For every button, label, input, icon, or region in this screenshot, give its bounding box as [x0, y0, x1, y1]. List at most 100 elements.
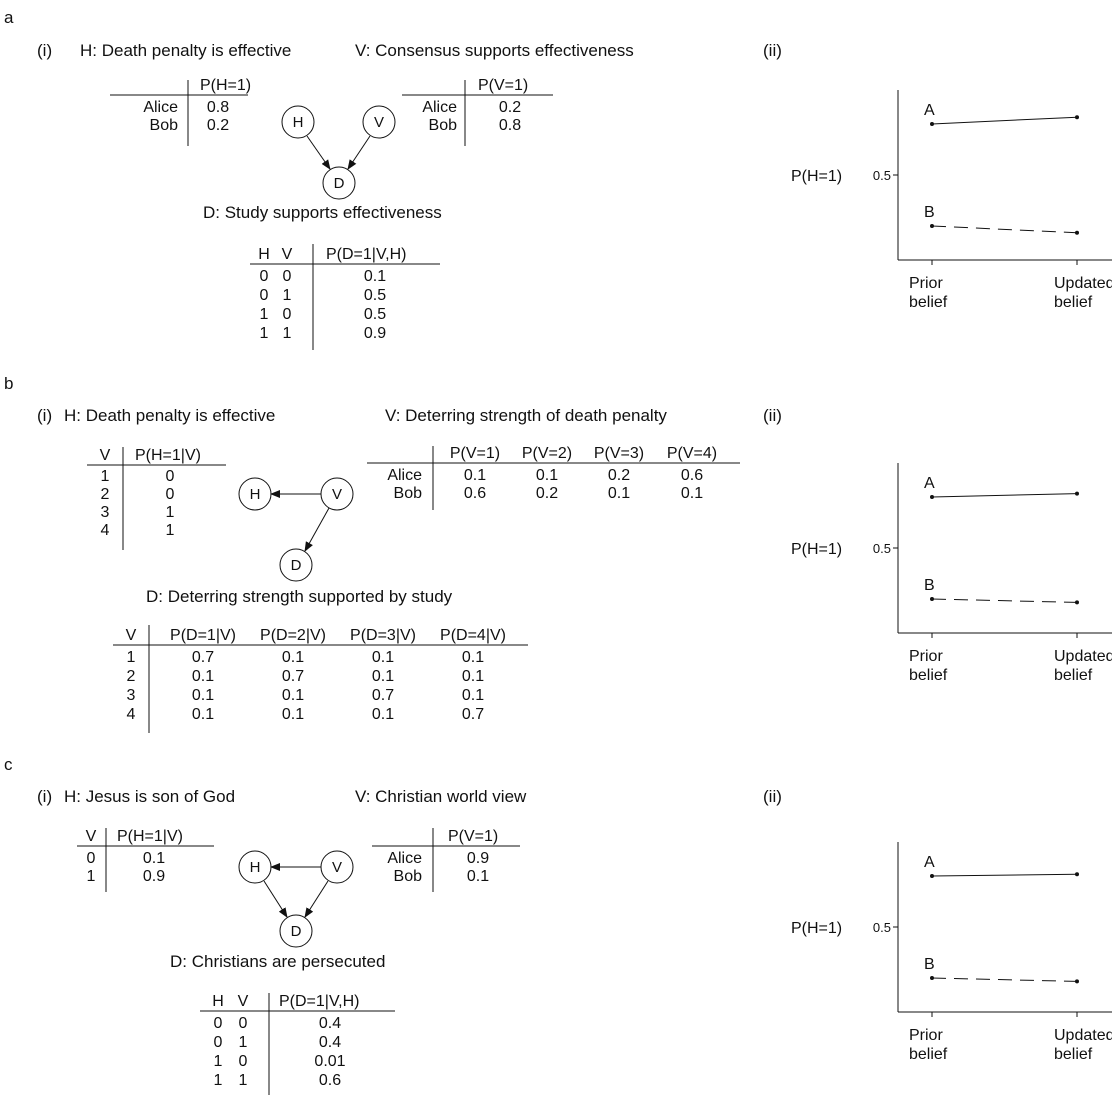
- network-graph: H V D: [281, 105, 396, 200]
- d-variable-title: D: Study supports effectiveness: [203, 203, 442, 222]
- x-tick-label: belief: [909, 667, 948, 684]
- table-cell: 2: [127, 668, 136, 685]
- table-cell: 0.1: [282, 649, 304, 666]
- table-cell: 3: [101, 504, 110, 521]
- table-cell: 1: [239, 1034, 248, 1051]
- table-cell: 0.5: [364, 306, 386, 323]
- series-line-a: [931, 873, 1078, 877]
- table-cell: 0.01: [314, 1053, 345, 1070]
- data-point: [930, 874, 934, 878]
- table-header: P(D=1|V): [170, 627, 236, 644]
- table-cell: 0: [214, 1015, 223, 1032]
- y-tick-label: 0.5: [873, 541, 891, 556]
- table-cell: 0: [239, 1053, 248, 1070]
- data-point: [930, 495, 934, 499]
- table-header: P(V=1): [448, 828, 498, 845]
- x-tick-label: Prior: [909, 648, 943, 665]
- data-point: [930, 976, 934, 980]
- table-cell: 1: [260, 306, 269, 323]
- table-cell: Alice: [143, 99, 178, 116]
- table-cell: 0: [260, 287, 269, 304]
- node-v: [362, 105, 396, 139]
- table-cell: 0.2: [536, 485, 558, 502]
- series-label: B: [924, 956, 935, 973]
- table-cell: 1: [166, 522, 175, 539]
- x-tick-label: belief: [909, 1046, 948, 1063]
- table-cell: 0.1: [282, 706, 304, 723]
- panel-a: a (i) H: Death penalty is effective V: C…: [4, 8, 782, 350]
- h-prior-table: P(H=1) Alice 0.8 Bob 0.2: [110, 77, 251, 146]
- table-cell: 1: [214, 1053, 223, 1070]
- table-cell: 0.1: [464, 467, 486, 484]
- panel-letter: b: [4, 374, 13, 393]
- h-variable-title: H: Death penalty is effective: [64, 406, 275, 425]
- v-prior-table: P(V=1) Alice 0.9 Bob 0.1: [372, 828, 520, 892]
- y-tick-label: 0.5: [873, 168, 891, 183]
- edge-v-to-d: [304, 880, 329, 918]
- table-header: H: [258, 246, 270, 263]
- subpanel-label-i: (i): [37, 406, 52, 425]
- table-cell: Alice: [387, 850, 422, 867]
- table-cell: Bob: [429, 117, 458, 134]
- table-cell: 0.6: [319, 1072, 341, 1089]
- v-prior-table: P(V=1) P(V=2) P(V=3) P(V=4) Alice 0.1 0.…: [367, 445, 740, 510]
- table-cell: 0.9: [467, 850, 489, 867]
- table-header: V: [238, 993, 249, 1010]
- table-cell: 0.1: [608, 485, 630, 502]
- table-cell: 0.1: [372, 649, 394, 666]
- data-point: [930, 122, 934, 126]
- table-header: P(V=3): [594, 445, 644, 462]
- table-cell: 1: [101, 468, 110, 485]
- data-point: [930, 224, 934, 228]
- table-cell: 0.1: [192, 668, 214, 685]
- x-tick-label: belief: [1054, 294, 1093, 311]
- table-header: P(V=4): [667, 445, 717, 462]
- data-point: [1075, 230, 1079, 235]
- table-cell: 1: [214, 1072, 223, 1089]
- table-cell: 0: [283, 268, 292, 285]
- x-tick-label: Prior: [909, 275, 943, 292]
- d-variable-title: D: Christians are persecuted: [170, 952, 385, 971]
- table-cell: 0.5: [364, 287, 386, 304]
- node-h: [281, 105, 315, 139]
- network-graph: H V D: [238, 850, 354, 948]
- table-cell: 0: [214, 1034, 223, 1051]
- series-line-a: [931, 116, 1078, 125]
- table-cell: 0.6: [464, 485, 486, 502]
- table-cell: 0.1: [143, 850, 165, 867]
- table-header: P(V=1): [478, 77, 528, 94]
- d-conditional-table: H V P(D=1|V,H) 0 0 0.1 0 1 0.5 1 0 0.5 1…: [250, 244, 440, 350]
- table-header: P(H=1): [200, 77, 251, 94]
- data-point: [1075, 872, 1079, 877]
- table-header: P(H=1|V): [117, 828, 183, 845]
- table-cell: 0: [87, 850, 96, 867]
- node-v-label: V: [332, 486, 342, 503]
- table-cell: 0.4: [319, 1015, 341, 1032]
- table-cell: 1: [127, 649, 136, 666]
- table-header: P(H=1|V): [135, 447, 201, 464]
- data-point: [1075, 600, 1079, 605]
- series-label: B: [924, 204, 935, 221]
- series-line-b: [931, 977, 1078, 982]
- table-header: P(D=4|V): [440, 627, 506, 644]
- panel-letter: c: [4, 755, 13, 774]
- table-header: P(V=1): [450, 445, 500, 462]
- x-tick-label: belief: [1054, 667, 1093, 684]
- table-cell: 4: [127, 706, 136, 723]
- series-label: A: [924, 854, 935, 871]
- table-cell: 0.7: [192, 649, 214, 666]
- table-cell: 1: [260, 325, 269, 342]
- table-cell: 0.1: [192, 687, 214, 704]
- table-header: V: [100, 447, 111, 464]
- h-variable-title: H: Jesus is son of God: [64, 787, 235, 806]
- table-cell: 2: [101, 486, 110, 503]
- d-conditional-table: H V P(D=1|V,H) 0 0 0.4 0 1 0.4 1 0 0.01 …: [200, 993, 395, 1095]
- table-cell: Alice: [422, 99, 457, 116]
- d-conditional-table: V P(D=1|V) P(D=2|V) P(D=3|V) P(D=4|V) 1 …: [113, 625, 528, 733]
- table-cell: 0.1: [282, 687, 304, 704]
- y-axis-label: P(H=1): [791, 168, 842, 185]
- h-conditional-table: V P(H=1|V) 1 0 2 0 3 1 4 1: [87, 447, 226, 550]
- node-d-label: D: [334, 175, 345, 192]
- subpanel-label-i: (i): [37, 41, 52, 60]
- node-d: [279, 914, 313, 948]
